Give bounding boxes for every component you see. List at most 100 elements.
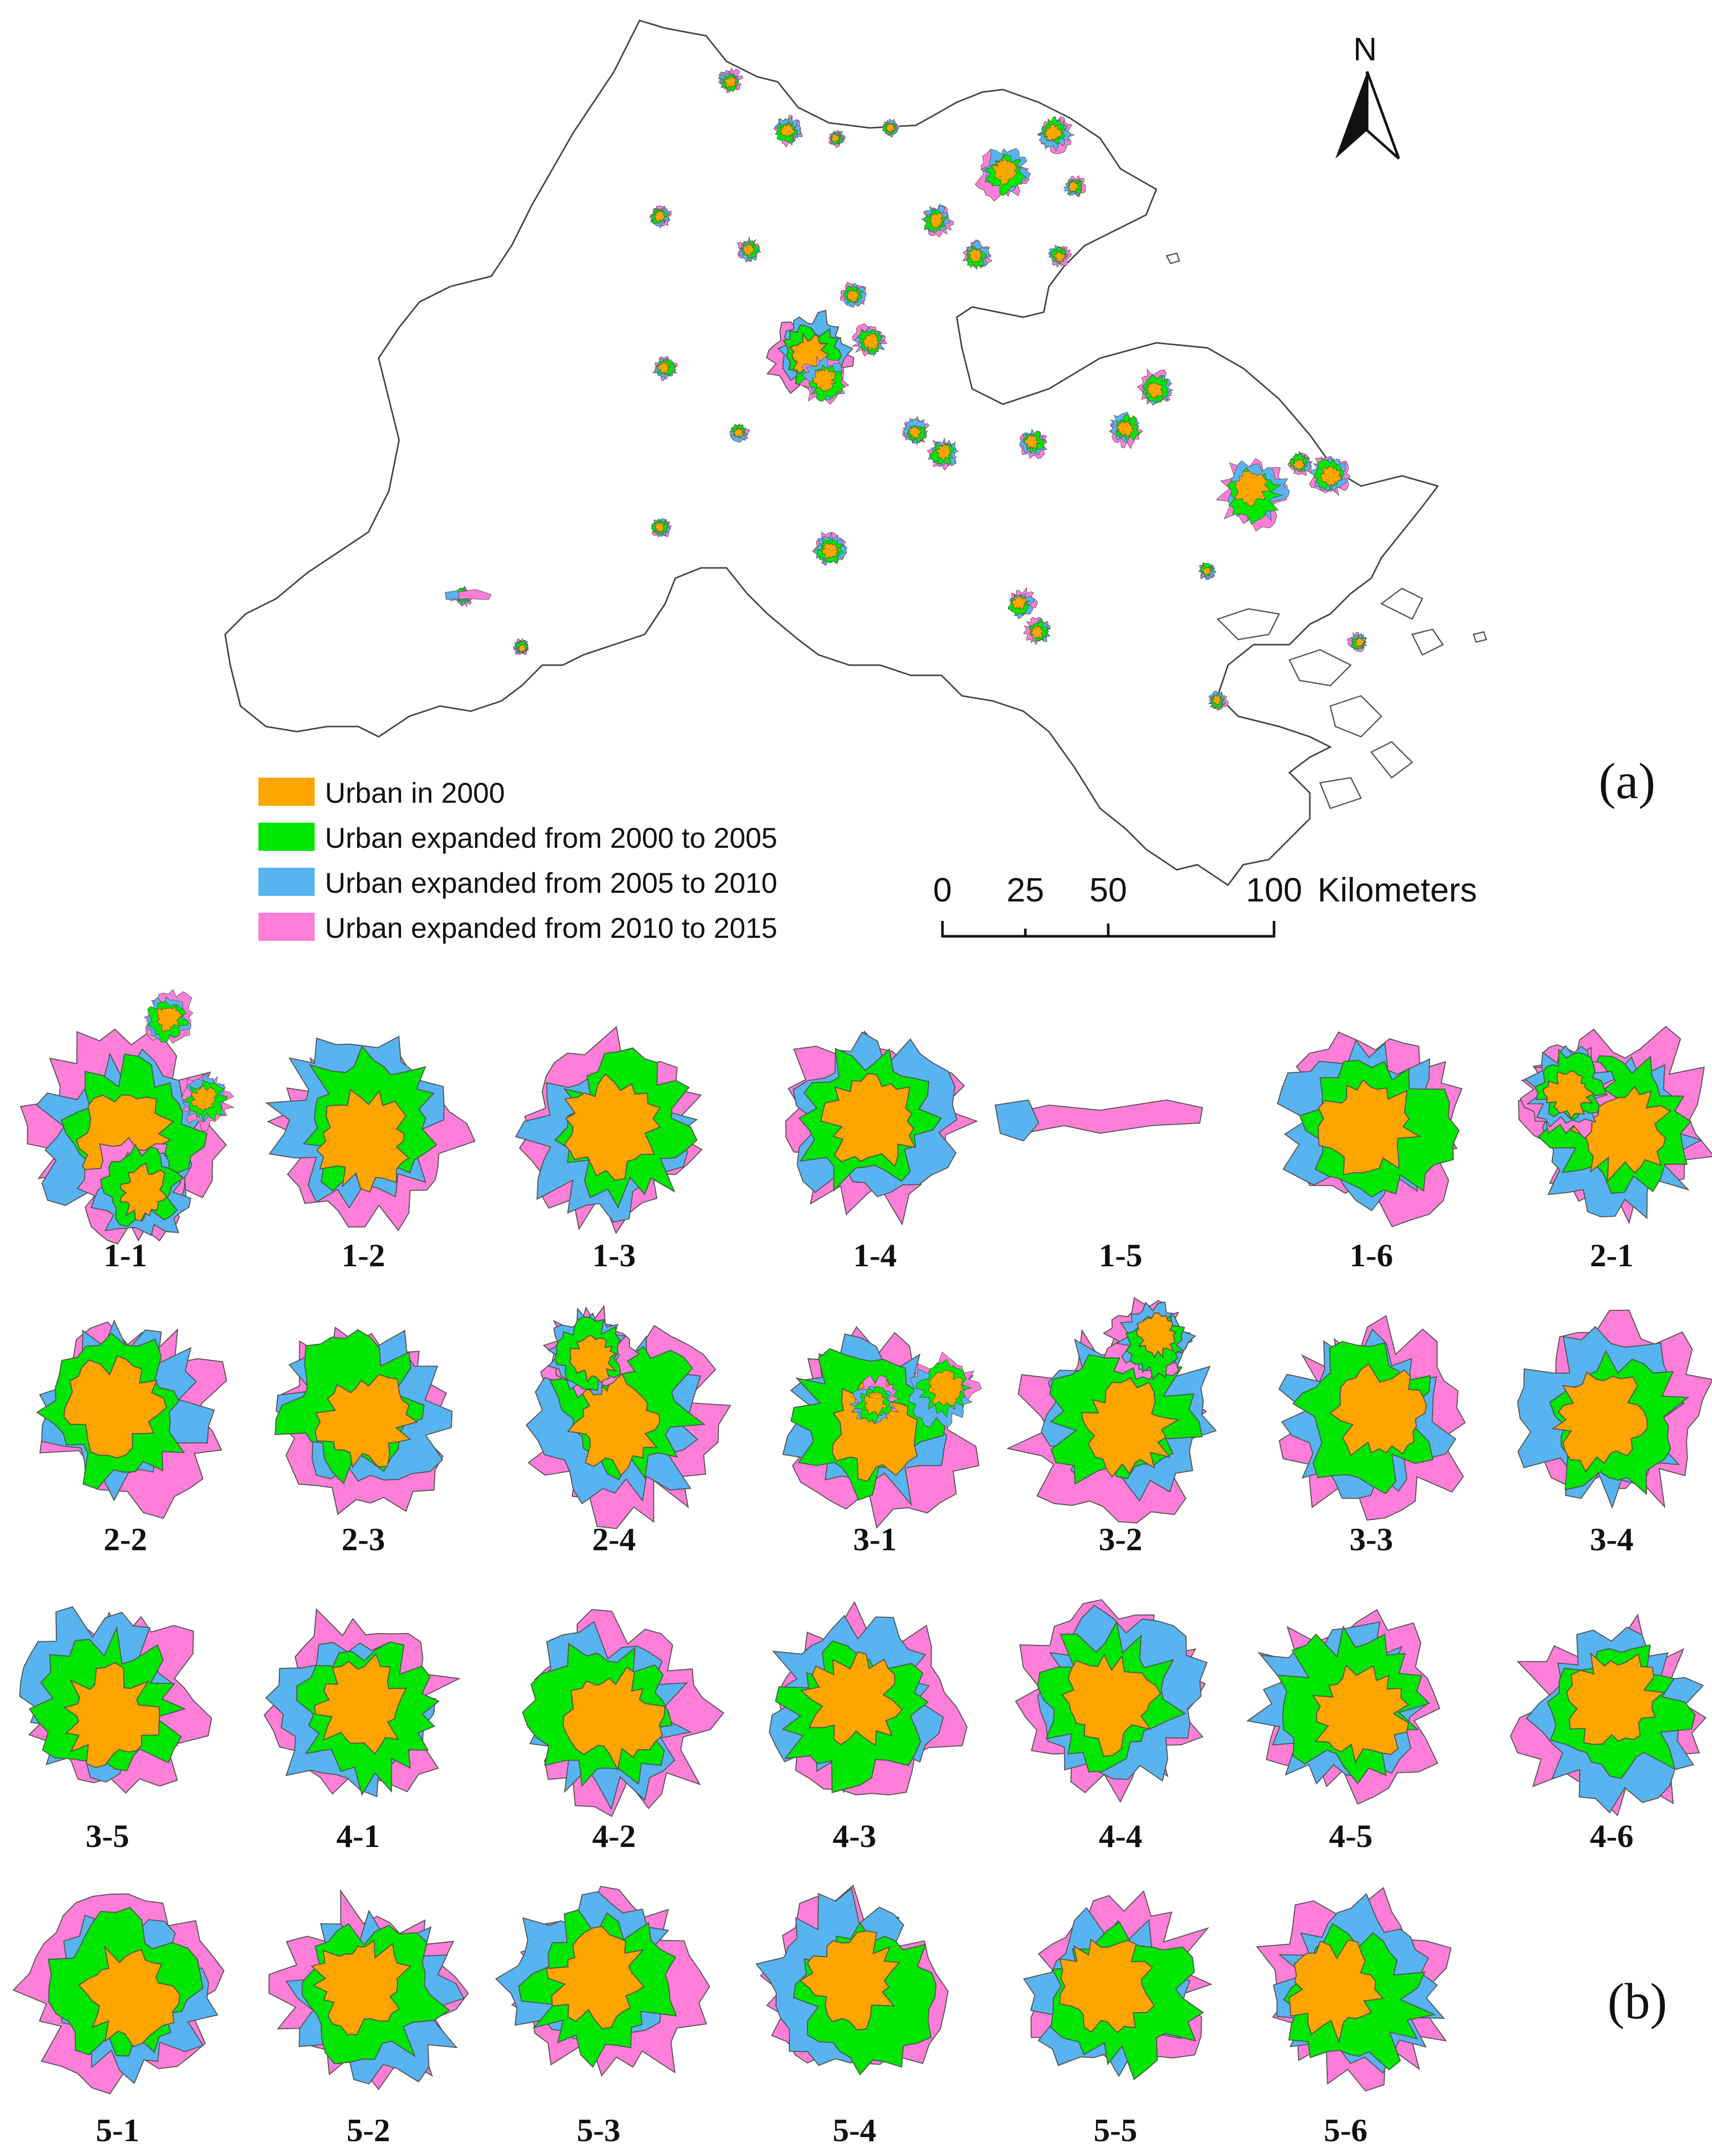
city-urban-shape: [542, 1305, 641, 1399]
city-urban-shape: [1278, 1315, 1466, 1521]
map-urban-cluster: [851, 323, 888, 357]
city-urban-shape: [1517, 1309, 1712, 1509]
city-urban-shape: [1023, 1890, 1213, 2080]
city-panel-5-5: 5-5: [1023, 1890, 1213, 2148]
city-panel-4-3: 4-3: [769, 1601, 968, 1854]
city-panel-5-2: 5-2: [268, 1889, 469, 2148]
city-urban-shape: [265, 1036, 476, 1231]
city-panel-5-1: 5-1: [12, 1893, 225, 2148]
city-urban-shape: [19, 1606, 212, 1794]
map-urban-cluster: [1109, 412, 1144, 449]
city-urban-shape: [849, 1375, 900, 1424]
map-urban-cluster: [1023, 617, 1051, 646]
city-panel-4-5: 4-5: [1246, 1609, 1441, 1854]
legend-swatch-2000-2005: [258, 823, 315, 851]
city-label: 5-5: [1093, 2112, 1137, 2148]
city-panel-2-2: 2-2: [36, 1319, 227, 1557]
city-label: 2-2: [103, 1521, 147, 1557]
map-urban-cluster: [649, 205, 672, 229]
city-urban-shape: [1519, 1044, 1618, 1139]
city-label: 5-3: [577, 2112, 620, 2148]
city-panel-5-4: 5-4: [755, 1884, 949, 2148]
map-urban-cluster: [975, 148, 1031, 202]
city-panel-4-1: 4-1: [264, 1608, 461, 1854]
city-panel-1-6: 1-6: [1277, 1031, 1463, 1273]
map-urban-cluster: [717, 67, 743, 94]
region-outline: [224, 19, 1439, 887]
city-panel-3-3: 3-3: [1278, 1315, 1466, 1557]
city-urban-shape: [264, 1608, 461, 1797]
panel-a-label: (a): [1599, 753, 1656, 809]
city-label: 1-1: [103, 1237, 147, 1273]
city-urban-shape: [268, 1889, 469, 2091]
city-urban-shape: [1509, 1613, 1707, 1817]
city-label: 3-1: [853, 1521, 896, 1557]
map-urban-cluster: [1063, 174, 1086, 197]
city-urban-shape: [495, 1885, 711, 2077]
city-panel-2-4: 2-4: [525, 1305, 732, 1557]
city-urban-shape: [769, 1601, 968, 1796]
city-urban-shape: [144, 989, 193, 1044]
map-urban-cluster: [962, 239, 993, 270]
city-panel-1-3: 1-3: [515, 1026, 703, 1273]
city-label: 1-5: [1099, 1237, 1142, 1273]
city-urban-shape: [12, 1893, 225, 2095]
city-urban-shape: [785, 1030, 978, 1226]
north-label: N: [1353, 31, 1377, 68]
city-urban-shape: [1256, 1887, 1452, 2092]
scale-tick-100: 100: [1246, 871, 1302, 909]
city-label: 4-6: [1590, 1818, 1633, 1854]
scale-unit: Kilometers: [1318, 871, 1477, 909]
city-panel-5-3: 5-3: [495, 1885, 711, 2148]
city-urban-shape: [782, 1326, 980, 1529]
city-label: 2-1: [1590, 1237, 1633, 1273]
city-urban-shape: [1246, 1609, 1441, 1805]
city-label: 4-3: [832, 1818, 876, 1854]
panel-b-label: (b): [1608, 1973, 1667, 2030]
map-urban-cluster: [1216, 458, 1290, 532]
city-label: 3-4: [1590, 1521, 1633, 1557]
map-urban-cluster: [1208, 691, 1228, 711]
legend-label-2000-2005: Urban expanded from 2000 to 2005: [325, 822, 777, 854]
city-urban-shape: [515, 1026, 703, 1235]
map-urban-cluster: [921, 204, 954, 238]
city-urban-shape: [755, 1884, 949, 2076]
map-urban-cluster: [1048, 245, 1072, 268]
legend-swatch-2010-2015: [258, 913, 315, 941]
city-label: 4-1: [336, 1818, 380, 1854]
city-label: 1-3: [592, 1237, 635, 1273]
city-label: 3-3: [1349, 1521, 1393, 1557]
city-panel-3-1: 3-1: [782, 1326, 982, 1557]
city-label: 5-1: [96, 2112, 139, 2148]
map-urban-cluster: [881, 118, 901, 138]
legend: Urban in 2000 Urban expanded from 2000 t…: [258, 777, 777, 944]
legend-swatch-2005-2010: [258, 868, 315, 896]
city-panels: 1-1 1-2 1-3 1-4 1-5 1-6 2-1 2-2 2-3 2-4 3-1 3-2 3-3 3…: [12, 989, 1712, 2148]
legend-label-urban-2000: Urban in 2000: [325, 777, 505, 809]
city-panel-1-2: 1-2: [265, 1036, 476, 1273]
city-label: 5-4: [832, 2112, 876, 2148]
map-urban-cluster: [651, 518, 672, 538]
map-urban-cluster: [513, 637, 529, 655]
map-urban-clusters: [445, 67, 1368, 711]
city-panel-3-4: 3-4: [1517, 1309, 1712, 1557]
map-urban-cluster: [1198, 562, 1217, 580]
city-urban-shape: [274, 1326, 453, 1515]
map-urban-cluster: [1007, 587, 1038, 619]
city-urban-shape: [522, 1609, 725, 1817]
city-urban-shape: [525, 1325, 732, 1529]
city-panel-2-3: 2-3: [274, 1326, 453, 1557]
city-label: 1-4: [853, 1237, 896, 1273]
city-label: 2-3: [341, 1521, 385, 1557]
city-panel-3-2: 3-2: [1006, 1297, 1217, 1557]
city-label: 3-2: [1099, 1521, 1142, 1557]
legend-label-2005-2010: Urban expanded from 2005 to 2010: [325, 867, 777, 899]
city-label: 4-2: [592, 1818, 635, 1854]
map-urban-cluster: [737, 236, 762, 263]
city-panel-4-6: 4-6: [1509, 1613, 1707, 1854]
city-urban-shape: [181, 1072, 235, 1132]
city-panel-5-6: 5-6: [1256, 1887, 1452, 2148]
map-urban-cluster: [799, 356, 849, 405]
map-urban-cluster: [927, 437, 959, 471]
city-label: 3-5: [85, 1818, 129, 1854]
